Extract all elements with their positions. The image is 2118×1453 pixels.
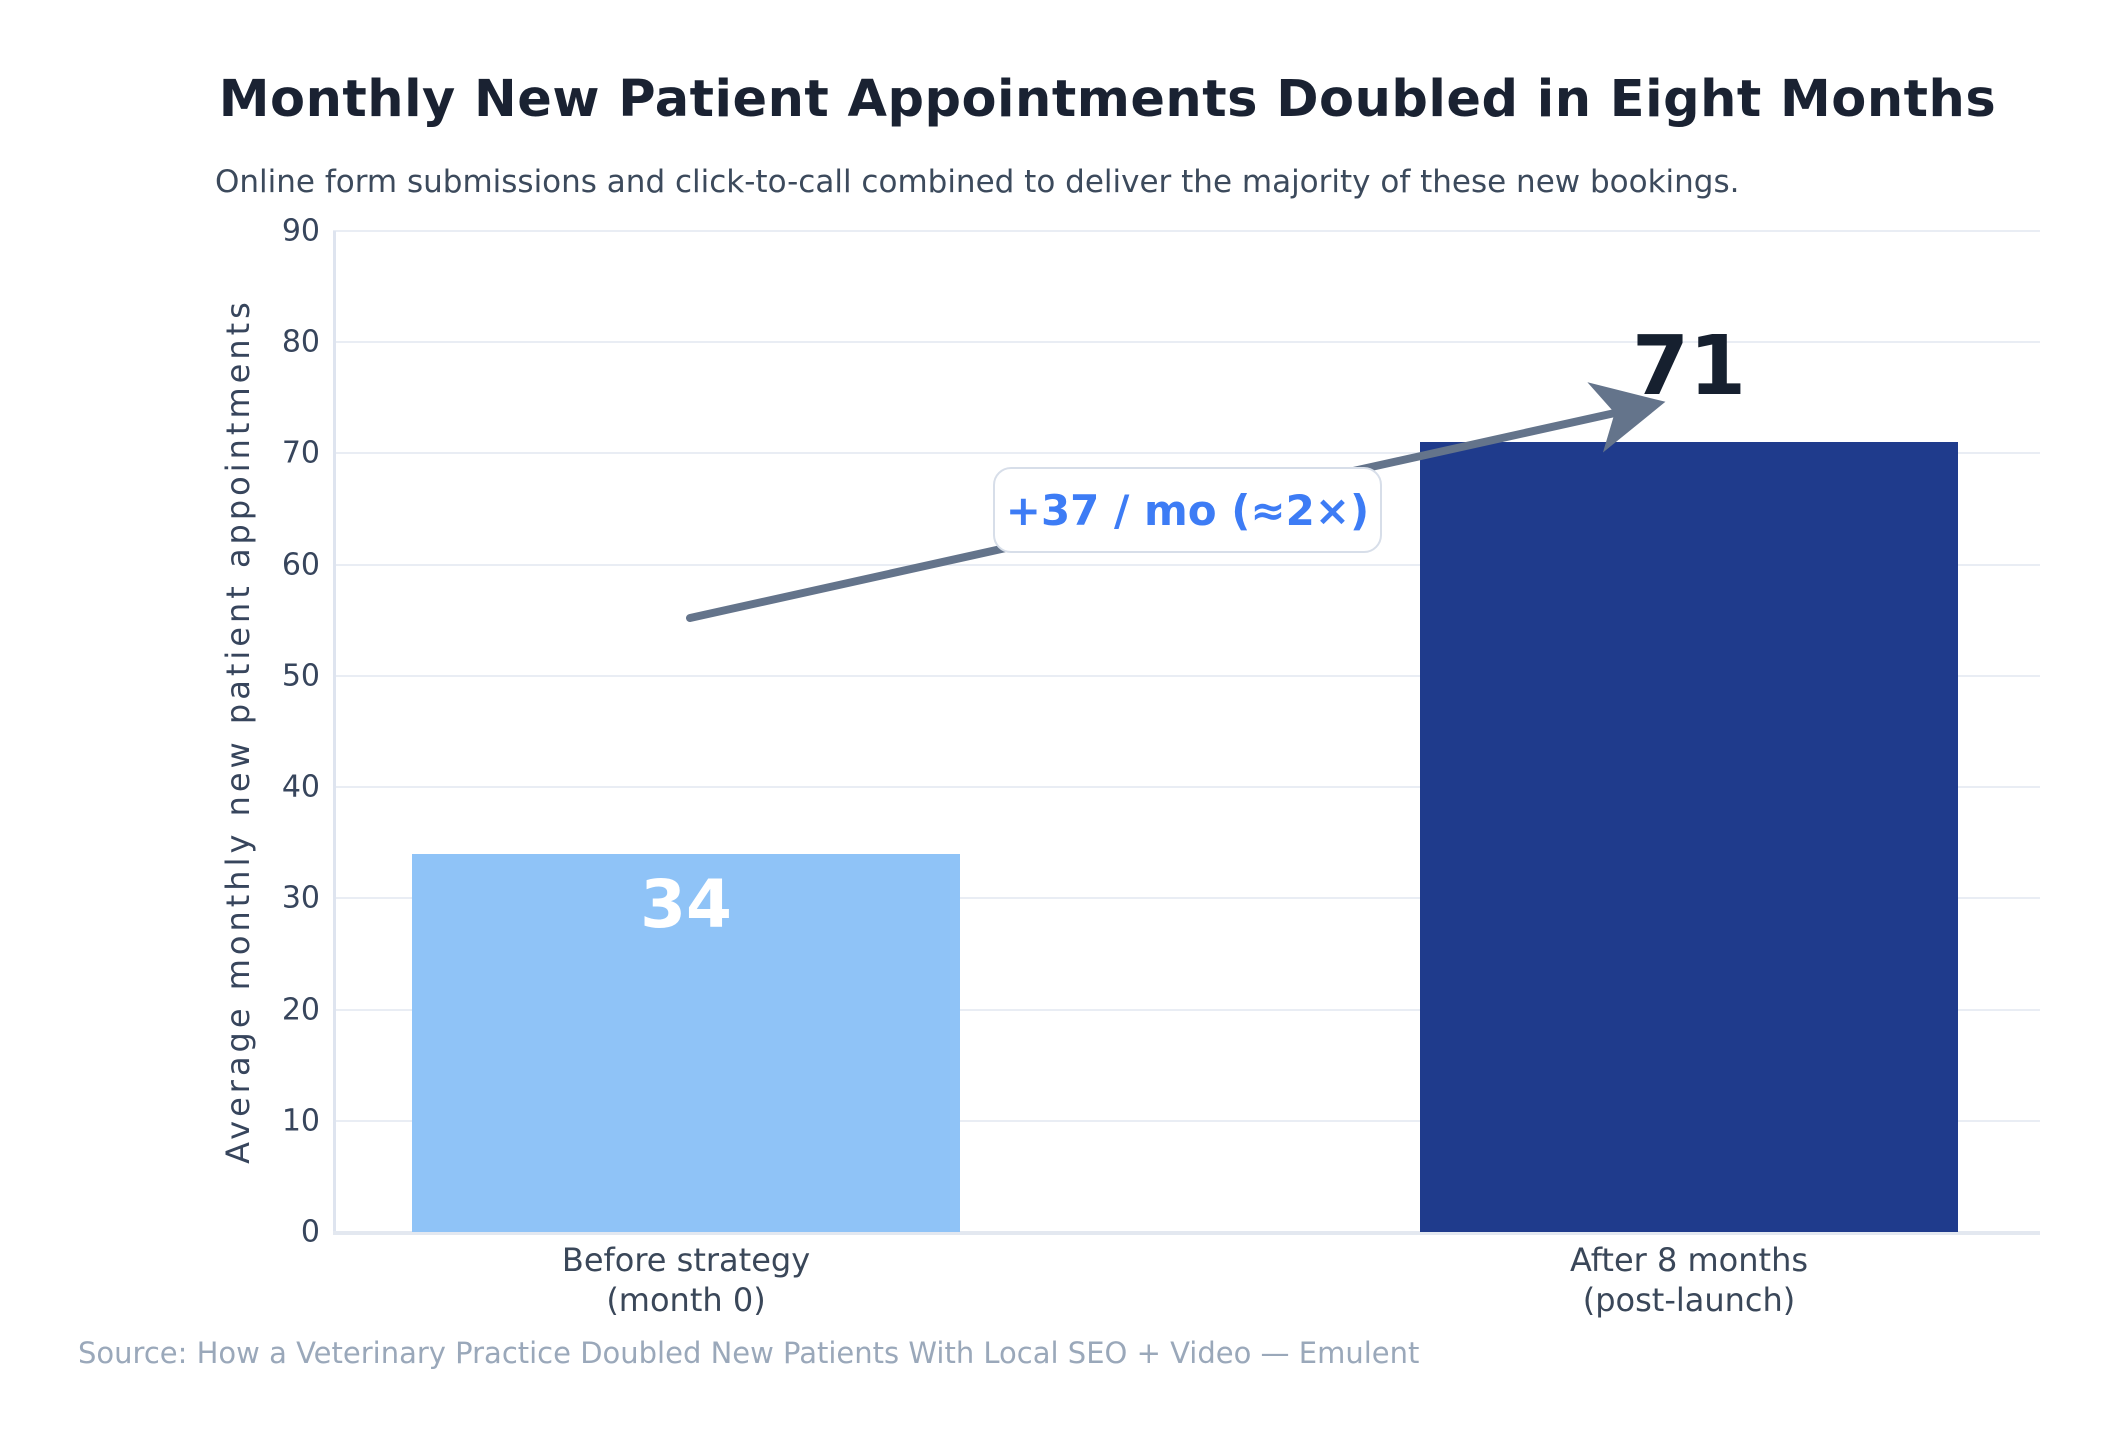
annotation-callout: +37 / mo (≈2×): [993, 467, 1382, 553]
y-tick-labels: 0 10 20 30 40 50 60 70 80 90: [160, 214, 320, 1250]
x-tick-after-line1: After 8 months: [1569, 1241, 1809, 1279]
gridline: [333, 786, 2040, 789]
chart-title: Monthly New Patient Appointments Doubled…: [218, 70, 1997, 129]
bar-column-before: 34: [412, 231, 960, 1232]
y-tick-label: 90: [281, 213, 320, 249]
chart-subtitle: Online form submissions and click-to-cal…: [215, 164, 1740, 200]
gridline: [333, 1119, 2040, 1122]
gridline: [333, 230, 2040, 232]
gridline: [333, 341, 2040, 344]
y-tick-label: 20: [281, 992, 320, 1028]
x-axis-spine: [333, 1231, 2040, 1235]
x-tick-before-line1: Before strategy: [561, 1241, 811, 1279]
y-tick-label: 30: [281, 880, 320, 916]
y-tick-label: 40: [281, 769, 320, 805]
plot-area: 34 71: [333, 230, 2040, 1235]
annotation-label: +37 / mo (≈2×): [1005, 485, 1370, 535]
bar-value-after: 71: [1631, 319, 1747, 415]
x-tick-before: Before strategy (month 0): [366, 1240, 1006, 1320]
y-tick-label: 0: [300, 1214, 320, 1250]
y-tick-label: 50: [281, 658, 320, 694]
bar-value-before: 34: [640, 865, 732, 943]
gridline: [333, 897, 2040, 900]
bar-after-8-months: [1420, 442, 1958, 1232]
y-tick-label: 70: [281, 435, 320, 471]
x-tick-before-line2: (month 0): [606, 1281, 766, 1319]
gridline: [333, 1008, 2040, 1011]
bar-before-strategy: [412, 853, 960, 1232]
bar-column-after: 71: [1420, 231, 1958, 1232]
x-tick-after: After 8 months (post-launch): [1369, 1240, 2009, 1320]
source-attribution: Source: How a Veterinary Practice Double…: [78, 1336, 1420, 1370]
y-tick-label: 60: [281, 547, 320, 583]
gridline: [333, 674, 2040, 677]
y-tick-label: 10: [281, 1103, 320, 1139]
y-axis-spine: [333, 231, 336, 1232]
x-tick-after-line2: (post-launch): [1582, 1281, 1796, 1319]
y-tick-label: 80: [281, 324, 320, 360]
